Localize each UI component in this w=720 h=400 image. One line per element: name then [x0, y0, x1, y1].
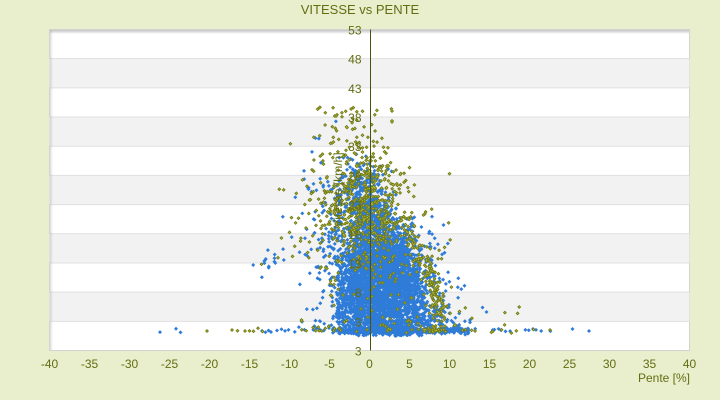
svg-text:15: 15 — [483, 357, 497, 371]
svg-text:5: 5 — [406, 357, 413, 371]
svg-text:Pente [%]: Pente [%] — [638, 371, 690, 385]
svg-text:-15: -15 — [241, 357, 259, 371]
svg-text:35: 35 — [643, 357, 657, 371]
svg-text:-5: -5 — [324, 357, 335, 371]
svg-text:-35: -35 — [81, 357, 99, 371]
svg-text:40: 40 — [683, 357, 697, 371]
svg-text:23: 23 — [348, 199, 362, 213]
svg-text:10: 10 — [443, 357, 457, 371]
svg-text:30: 30 — [603, 357, 617, 371]
svg-text:-10: -10 — [281, 357, 299, 371]
svg-text:20: 20 — [523, 357, 537, 371]
svg-text:-20: -20 — [201, 357, 219, 371]
svg-text:48: 48 — [348, 53, 362, 67]
svg-text:53: 53 — [348, 24, 362, 38]
svg-text:38: 38 — [348, 111, 362, 125]
svg-text:-30: -30 — [121, 357, 139, 371]
svg-text:18: 18 — [348, 228, 362, 242]
svg-text:43: 43 — [348, 82, 362, 96]
svg-text:VITESSE vs PENTE: VITESSE vs PENTE — [301, 2, 420, 17]
svg-text:25: 25 — [563, 357, 577, 371]
svg-text:-25: -25 — [161, 357, 179, 371]
svg-text:Vitesse [km/h]: Vitesse [km/h] — [331, 152, 345, 227]
svg-text:3: 3 — [355, 315, 362, 329]
svg-text:13: 13 — [348, 257, 362, 271]
svg-text:8: 8 — [355, 286, 362, 300]
svg-text:-40: -40 — [41, 357, 59, 371]
svg-text:0: 0 — [366, 357, 373, 371]
svg-text:3: 3 — [355, 345, 362, 359]
svg-text:33: 33 — [348, 140, 362, 154]
svg-text:28: 28 — [348, 169, 362, 183]
